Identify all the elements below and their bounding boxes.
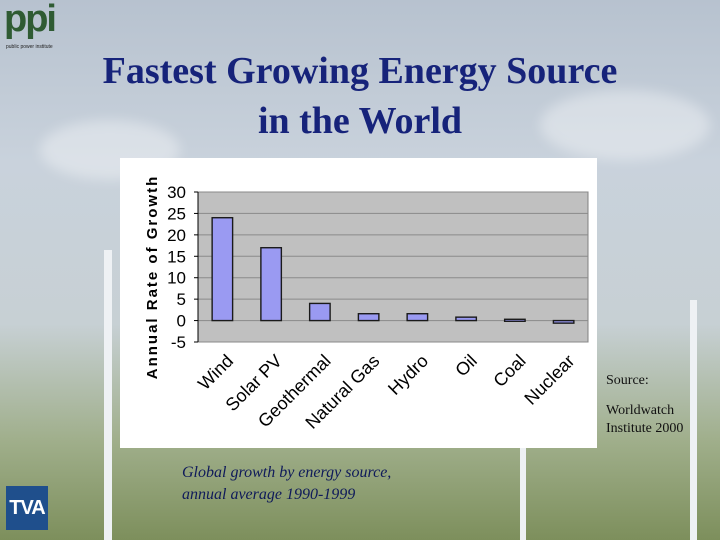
y-tick-label: -5 (171, 333, 186, 352)
tva-logo: TVA (6, 486, 48, 530)
slide-title: Fastest Growing Energy Source in the Wor… (0, 46, 720, 146)
y-tick-label: 25 (167, 204, 186, 223)
x-category-label: Wind (194, 351, 237, 394)
y-tick-label: 15 (167, 247, 186, 266)
bar (406, 313, 429, 322)
source-label: Source: (606, 373, 649, 388)
bar (308, 302, 331, 322)
source-note: Source: Worldwatch Institute 2000 (606, 372, 683, 438)
source-line-2: Institute 2000 (606, 421, 684, 436)
y-axis-title: Annual Rate of Growth (144, 175, 161, 380)
chart-caption: Global growth by energy source, annual a… (182, 462, 391, 506)
bar (503, 318, 526, 322)
background-cloud (540, 90, 710, 160)
y-tick-label: 10 (167, 269, 186, 288)
title-line-2: in the World (257, 100, 463, 142)
ppi-logo-subtext: public power institute (6, 44, 53, 50)
x-category-label: Oil (451, 351, 481, 381)
wind-turbine-tower (104, 250, 112, 540)
bar (357, 313, 380, 322)
source-line-1: Worldwatch (606, 403, 675, 418)
caption-line-1: Global growth by energy source, (182, 464, 392, 481)
bar (260, 247, 283, 322)
caption-line-2: annual average 1990-1999 (182, 486, 356, 503)
x-category-label: Nuclear (520, 351, 578, 409)
bar (455, 316, 478, 322)
plot-area (197, 191, 589, 343)
chart-panel: -5 0 5 10 15 20 25 30 Annual Rate of Growth Wind S… (120, 158, 597, 448)
y-tick-label: 20 (167, 226, 186, 245)
y-tick-label: 30 (167, 183, 186, 202)
y-tick-label: 5 (177, 290, 186, 309)
x-category-label: Coal (489, 351, 529, 391)
wind-turbine-tower (690, 300, 697, 540)
title-line-1: Fastest Growing Energy Source (102, 50, 618, 92)
wind-turbine-tower (520, 420, 526, 540)
ppi-logo-text: ppi (4, 0, 57, 40)
bar (211, 217, 234, 322)
x-category-label: Hydro (384, 351, 432, 399)
bar (552, 319, 575, 324)
y-tick-label: 0 (177, 312, 186, 331)
ppi-logo: ppi public power institute (4, 0, 62, 54)
